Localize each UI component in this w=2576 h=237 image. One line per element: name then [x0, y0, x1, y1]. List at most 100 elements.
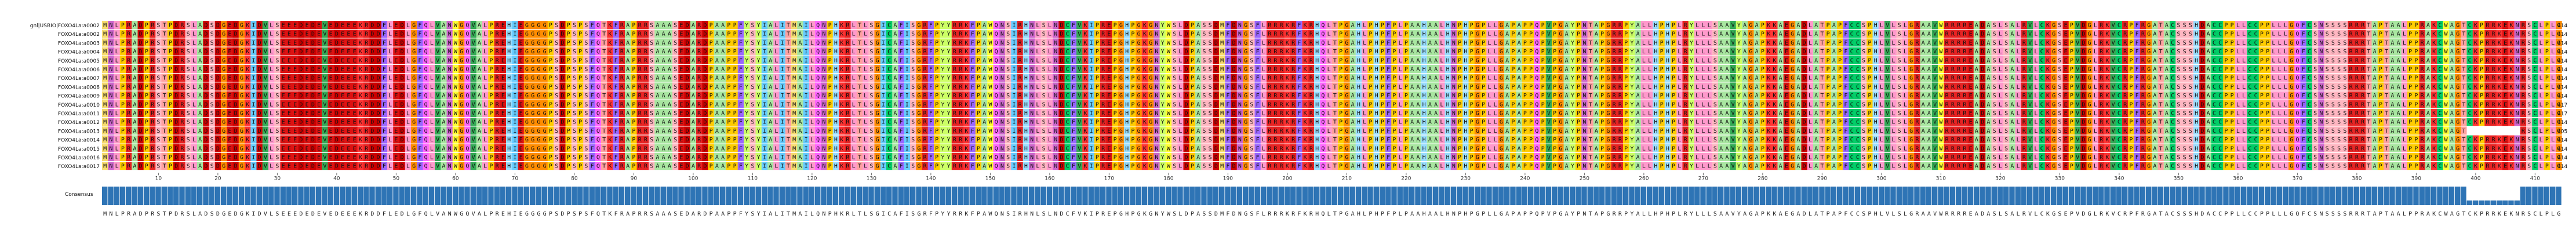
residue-letter: R — [1957, 40, 1961, 46]
residue-letter: Q — [596, 23, 600, 29]
residue-letter: D — [401, 23, 404, 29]
sequence-name[interactable]: FOXO4La:a0014 — [58, 138, 100, 144]
residue-letter: A — [626, 67, 630, 73]
residue-letter: E — [501, 67, 505, 73]
residue-letter: F — [1297, 57, 1301, 64]
residue-letter: R — [2022, 40, 2026, 46]
sequence-name[interactable]: FOXO4La:a0002 — [58, 32, 100, 38]
residue-letter: T — [1820, 49, 1824, 55]
residue-letter: E — [519, 49, 523, 55]
residue-letter: G — [543, 67, 547, 73]
residue-letter: L — [2034, 49, 2037, 55]
residue-letter: C — [2248, 23, 2251, 29]
residue-letter: L — [2272, 67, 2275, 73]
residue-letter: Y — [745, 31, 748, 38]
residue-letter: H — [1874, 23, 1878, 29]
sequence-name[interactable]: FOXO4La:a0017 — [58, 164, 100, 170]
sequence-name[interactable]: FOXO4La:a0005 — [58, 59, 100, 64]
residue-letter: S — [751, 57, 754, 64]
residue-letter: P — [1672, 23, 1675, 29]
residue-letter: P — [1672, 31, 1675, 38]
residue-letter: S — [869, 49, 873, 55]
sequence-name[interactable]: gnl|USBIO|FOXO4La:a0002 — [30, 23, 100, 29]
residue-letter: P — [1523, 57, 1527, 64]
residue-letter: P — [2260, 31, 2264, 38]
residue-letter: F — [418, 23, 421, 29]
residue-letter: T — [2367, 40, 2370, 46]
residue-letter: E — [341, 40, 344, 46]
residue-letter: N — [1054, 23, 1057, 29]
sequence-name[interactable]: FOXO4La:a0004 — [58, 50, 100, 56]
residue-letter: N — [448, 23, 452, 29]
residue-letter: R — [1101, 67, 1105, 73]
residue-letter: A — [1755, 57, 1759, 64]
residue-letter: L — [1262, 49, 1265, 55]
residue-letter: P — [1672, 49, 1675, 55]
residue-letter: C — [1850, 31, 1854, 38]
residue-letter: R — [1291, 67, 1296, 73]
sequence-name[interactable]: FOXO4La:a0012 — [58, 120, 100, 126]
residue-letter: F — [1256, 40, 1260, 46]
residue-letter: K — [2498, 57, 2501, 64]
residue-letter: A — [1755, 40, 1759, 46]
residue-letter: D — [299, 67, 303, 73]
residue-letter: T — [1333, 67, 1337, 73]
residue-letter: S — [1173, 49, 1176, 55]
residue-letter: P — [1577, 57, 1580, 64]
residue-letter: L — [388, 40, 392, 46]
residue-letter: S — [2189, 67, 2192, 73]
residue-letter: Q — [424, 57, 428, 64]
sequence-name[interactable]: FOXO4La:a0015 — [58, 147, 100, 152]
sequence-name[interactable]: FOXO4La:a0010 — [58, 103, 100, 108]
residue-letter: S — [210, 57, 214, 64]
sequence-name[interactable]: FOXO4La:a0013 — [58, 129, 100, 134]
residue-letter: A — [692, 31, 695, 38]
residue-letter: K — [1286, 49, 1289, 55]
residue-letter: A — [1595, 67, 1598, 73]
residue-letter: S — [2189, 49, 2192, 55]
residue-letter: E — [1785, 31, 1788, 38]
residue-letter: Y — [1737, 67, 1741, 73]
residue-letter: K — [2105, 67, 2109, 73]
residue-letter: A — [442, 67, 445, 73]
residue-letter: G — [537, 40, 540, 46]
residue-letter: V — [1547, 31, 1551, 38]
residue-letter: K — [1767, 31, 1770, 38]
residue-letter: G — [412, 31, 416, 38]
residue-letter: C — [2171, 49, 2174, 55]
residue-letter: H — [1024, 23, 1028, 29]
residue-letter: N — [1054, 67, 1057, 73]
residue-letter: H — [1024, 57, 1028, 64]
residue-letter: P — [733, 57, 737, 64]
residue-letter: G — [917, 57, 920, 64]
residue-letter: H — [1874, 31, 1878, 38]
residue-letter: K — [965, 23, 968, 29]
sequence-name[interactable]: FOXO4La:a0016 — [58, 155, 100, 161]
residue-letter: Q — [465, 57, 469, 64]
residue-letter: A — [2373, 67, 2377, 73]
residue-letter: P — [1470, 67, 1473, 73]
residue-letter: P — [828, 31, 832, 38]
residue-letter: H — [1125, 67, 1129, 73]
residue-letter: R — [923, 40, 927, 46]
residue-letter: L — [2034, 67, 2037, 73]
sequence-name[interactable]: FOXO4La:a0006 — [58, 67, 100, 73]
residue-letter: D — [370, 31, 374, 38]
residue-letter: V — [1886, 31, 1889, 38]
residue-letter: S — [1042, 49, 1046, 55]
residue-letter: C — [887, 49, 891, 55]
residue-letter: I — [781, 40, 784, 46]
sequence-name[interactable]: FOXO4La:a0011 — [58, 111, 100, 117]
residue-letter: A — [1505, 40, 1509, 46]
sequence-name[interactable]: FOXO4La:a0007 — [58, 76, 100, 82]
sequence-name[interactable]: FOXO4La:a0008 — [58, 85, 100, 90]
sequence-name[interactable]: FOXO4La:a0003 — [58, 41, 100, 46]
residue-letter: G — [1500, 23, 1503, 29]
sequence-name[interactable]: FOXO4La:a0009 — [58, 94, 100, 100]
residue-letter: P — [1624, 67, 1628, 73]
residue-letter: P — [145, 57, 148, 64]
residue-letter: P — [567, 31, 570, 38]
residue-letter: T — [1820, 40, 1824, 46]
residue-letter: P — [1369, 67, 1372, 73]
residue-letter: G — [2052, 23, 2055, 29]
